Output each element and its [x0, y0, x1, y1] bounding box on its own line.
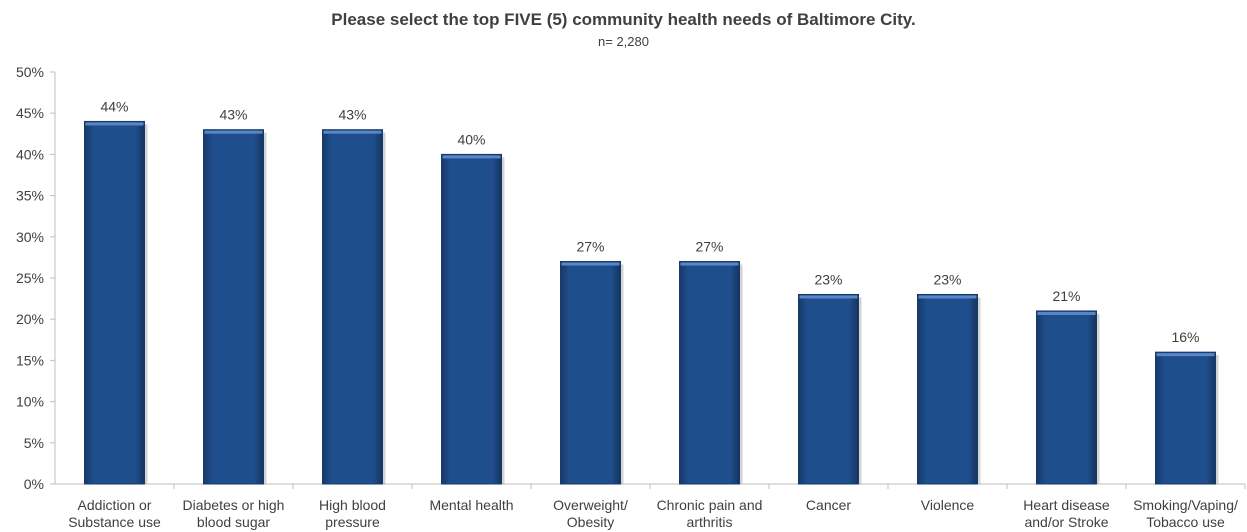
- bar-highlight: [799, 295, 858, 299]
- x-tick-label: blood sugar: [197, 514, 271, 530]
- bar-highlight: [204, 130, 263, 134]
- chart-title: Please select the top FIVE (5) community…: [331, 10, 916, 29]
- data-label: 44%: [100, 98, 128, 114]
- data-label: 43%: [338, 107, 366, 123]
- bar-highlight: [1156, 353, 1215, 357]
- x-tick-label: Overweight/: [553, 497, 628, 513]
- y-tick-label: 0%: [24, 476, 44, 492]
- x-tick-label: Cancer: [806, 497, 851, 513]
- bar: [84, 120, 145, 485]
- bar-highlight: [85, 122, 144, 126]
- bar: [560, 261, 621, 485]
- x-tick-label: Addiction or: [78, 497, 152, 513]
- y-tick-label: 40%: [16, 146, 44, 162]
- bar: [203, 129, 264, 485]
- x-tick-label: Mental health: [429, 497, 513, 513]
- bar-highlight: [918, 295, 977, 299]
- y-tick-label: 25%: [16, 270, 44, 286]
- bar: [1036, 310, 1097, 485]
- y-tick-label: 10%: [16, 394, 44, 410]
- data-label: 23%: [933, 271, 961, 287]
- y-tick-label: 50%: [16, 64, 44, 80]
- data-label: 27%: [695, 239, 723, 255]
- bar-highlight: [442, 155, 501, 159]
- data-label: 21%: [1052, 288, 1080, 304]
- x-tick-label: pressure: [325, 514, 380, 530]
- data-label: 43%: [219, 107, 247, 123]
- x-tick-label: Tobacco use: [1146, 514, 1225, 530]
- bar-highlight: [323, 130, 382, 134]
- x-tick-label: Diabetes or high: [183, 497, 285, 513]
- x-tick-label: High blood: [319, 497, 386, 513]
- y-tick-label: 35%: [16, 188, 44, 204]
- bar: [679, 261, 740, 485]
- y-tick-label: 30%: [16, 229, 44, 245]
- bar-highlight: [680, 262, 739, 266]
- chart-subtitle: n= 2,280: [598, 34, 649, 49]
- data-label: 27%: [576, 239, 604, 255]
- bar: [441, 153, 502, 485]
- y-tick-label: 20%: [16, 311, 44, 327]
- bar: [798, 293, 859, 485]
- x-tick-label: Substance use: [68, 514, 161, 530]
- x-tick-label: Heart disease: [1023, 497, 1110, 513]
- bar-highlight: [561, 262, 620, 266]
- x-tick-label: and/or Stroke: [1024, 514, 1108, 530]
- x-tick-label: Smoking/Vaping/: [1133, 497, 1238, 513]
- bar: [322, 129, 383, 485]
- y-tick-label: 5%: [24, 435, 44, 451]
- bar: [1155, 351, 1216, 485]
- bar: [917, 293, 978, 485]
- data-label: 16%: [1171, 329, 1199, 345]
- data-label: 23%: [814, 271, 842, 287]
- x-tick-label: Violence: [921, 497, 975, 513]
- data-label: 40%: [457, 131, 485, 147]
- x-tick-label: Chronic pain and: [657, 497, 763, 513]
- x-tick-label: Obesity: [567, 514, 614, 530]
- bar-highlight: [1037, 311, 1096, 315]
- y-tick-label: 15%: [16, 352, 44, 368]
- y-tick-label: 45%: [16, 105, 44, 121]
- x-tick-label: arthritis: [687, 514, 733, 530]
